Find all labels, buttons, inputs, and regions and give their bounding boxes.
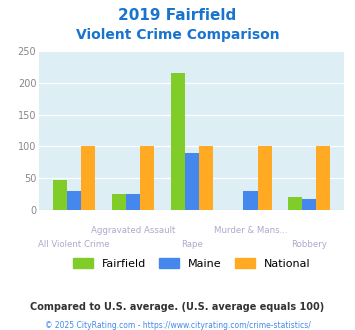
Text: Robbery: Robbery (291, 240, 327, 249)
Text: Aggravated Assault: Aggravated Assault (91, 226, 175, 235)
Bar (302, 199, 316, 210)
Text: 2019 Fairfield: 2019 Fairfield (118, 8, 237, 23)
Bar (112, 194, 126, 210)
Bar (126, 194, 140, 210)
Bar (199, 146, 213, 210)
Bar (170, 73, 185, 210)
Bar (140, 146, 154, 210)
Bar (53, 181, 67, 210)
Text: Compared to U.S. average. (U.S. average equals 100): Compared to U.S. average. (U.S. average … (31, 302, 324, 312)
Bar (258, 146, 272, 210)
Text: Murder & Mans...: Murder & Mans... (214, 226, 287, 235)
Legend: Fairfield, Maine, National: Fairfield, Maine, National (69, 254, 315, 274)
Bar (81, 146, 95, 210)
Bar (316, 146, 331, 210)
Bar (185, 152, 199, 210)
Text: © 2025 CityRating.com - https://www.cityrating.com/crime-statistics/: © 2025 CityRating.com - https://www.city… (45, 321, 310, 330)
Text: Violent Crime Comparison: Violent Crime Comparison (76, 28, 279, 42)
Text: Rape: Rape (181, 240, 203, 249)
Text: All Violent Crime: All Violent Crime (38, 240, 110, 249)
Bar (288, 197, 302, 210)
Bar (244, 191, 258, 210)
Bar (67, 190, 81, 210)
